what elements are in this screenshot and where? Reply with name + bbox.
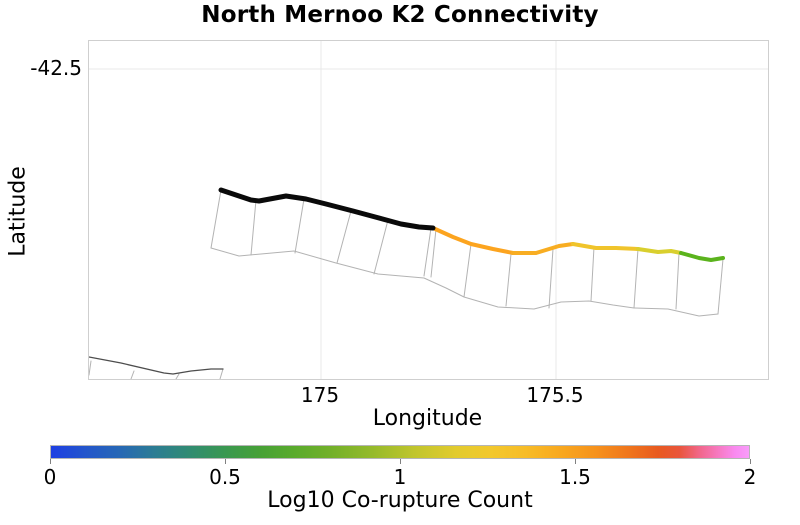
- fault-mesh-line: [463, 243, 472, 298]
- colorbar-tick-mark: [50, 459, 51, 464]
- fault-mesh-line: [423, 227, 432, 277]
- fault-trace-segment: [636, 247, 683, 255]
- fault-mesh-line: [373, 219, 389, 275]
- fault-mesh-line: [175, 373, 180, 379]
- fault-mesh-line: [548, 248, 554, 309]
- chart-title: North Mernoo K2 Connectivity: [201, 2, 599, 28]
- colorbar-tick-label: 0.5: [209, 465, 241, 489]
- fault-trace-segment: [218, 187, 436, 231]
- fault-trace-segment: [679, 251, 725, 262]
- colorbar-tick-label: 2: [743, 465, 757, 489]
- colorbar-tick-mark: [750, 459, 751, 464]
- x-axis-label: Longitude: [372, 406, 483, 431]
- colorbar-gradient: [50, 445, 750, 459]
- colorbar-tick-label: 0: [43, 465, 57, 489]
- colorbar-label: Log10 Co-rupture Count: [267, 488, 533, 513]
- colorbar-tick-mark: [400, 459, 401, 464]
- fault-trace-segment: [571, 242, 640, 251]
- fault-mesh-line: [210, 189, 222, 249]
- fault-mesh-line: [675, 252, 680, 310]
- fault-mesh-line: [590, 246, 595, 302]
- fault-mesh-line: [633, 248, 639, 309]
- plot-svg: [89, 41, 768, 379]
- secondary-fault-trace: [89, 356, 224, 375]
- fault-mesh-line: [210, 247, 719, 317]
- fault-mesh-line: [130, 370, 135, 379]
- x-tick-label: 175: [300, 383, 340, 407]
- fault-mesh-line: [336, 210, 352, 264]
- fault-mesh-line: [505, 253, 512, 307]
- colorbar-tick-mark: [575, 459, 576, 464]
- fault-trace-segment: [511, 242, 575, 255]
- fault-mesh-line: [219, 368, 224, 379]
- colorbar-tick-label: 1: [393, 465, 407, 489]
- fault-mesh-line: [250, 199, 257, 256]
- fault-mesh-line: [89, 360, 92, 376]
- x-tick-label: 175.5: [526, 383, 584, 407]
- fault-trace-segment: [431, 226, 515, 255]
- fault-mesh-line: [430, 228, 437, 278]
- colorbar-tick-label: 1.5: [559, 465, 591, 489]
- plot-area: [88, 40, 769, 380]
- fault-mesh-line: [294, 198, 305, 254]
- y-tick-label: -42.5: [30, 56, 82, 80]
- colorbar-tick-mark: [225, 459, 226, 464]
- fault-mesh-line: [717, 258, 724, 315]
- y-axis-label: Latitude: [5, 166, 31, 257]
